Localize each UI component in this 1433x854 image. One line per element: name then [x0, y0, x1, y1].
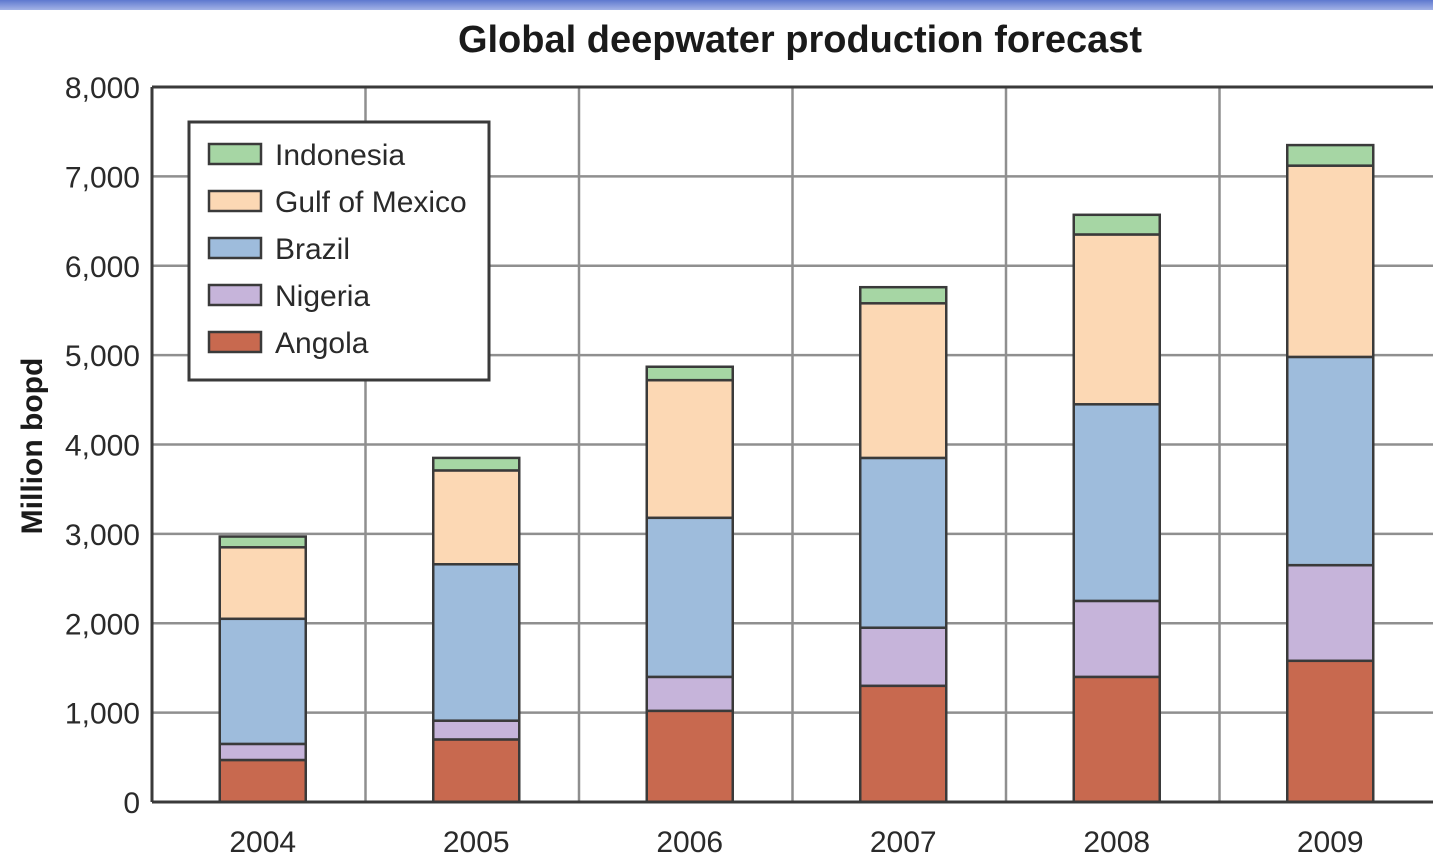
- bar-segment-angola: [1286, 659, 1375, 804]
- bar-segment-gulf-of-mexico: [1072, 233, 1161, 406]
- y-tick-label: 5,000: [65, 340, 140, 373]
- bar-segment-nigeria: [1286, 563, 1375, 663]
- bar-segment-nigeria: [218, 742, 307, 762]
- bar-segment-gulf-of-mexico: [432, 469, 521, 566]
- x-tick-label: 2008: [1083, 826, 1150, 854]
- y-axis-label: Million bopd: [16, 358, 49, 535]
- bar-segment-indonesia: [432, 456, 521, 472]
- bar-segment-angola: [645, 709, 734, 804]
- bar-segment-angola: [859, 684, 948, 804]
- legend-swatch-indonesia: [207, 142, 263, 166]
- legend-swatch-nigeria: [207, 283, 263, 307]
- y-tick-labels: 0 1,000 2,000 3,000 4,000 5,000 6,000 7,000 8,00…: [65, 72, 140, 820]
- legend-swatch-angola: [207, 330, 263, 354]
- x-tick-label: 2005: [443, 826, 510, 854]
- y-tick-label: 0: [123, 787, 140, 820]
- legend-label: Indonesia: [275, 139, 405, 172]
- bar-segment-angola: [432, 738, 521, 804]
- legend-label: Nigeria: [275, 280, 370, 313]
- y-tick-label: 7,000: [65, 161, 140, 194]
- y-tick-label: 4,000: [65, 430, 140, 463]
- y-tick-label: 3,000: [65, 519, 140, 552]
- bar-segment-brazil: [645, 516, 734, 679]
- bar-segment-gulf-of-mexico: [1286, 164, 1375, 359]
- legend-label: Angola: [275, 327, 369, 360]
- legend-label: Gulf of Mexico: [275, 186, 467, 219]
- bar-segment-brazil: [1286, 355, 1375, 567]
- bars: [218, 143, 1375, 804]
- slide-background-top: [0, 0, 1433, 10]
- bar-segment-gulf-of-mexico: [859, 302, 948, 460]
- legend: Indonesia Gulf of Mexico Brazil Nigeria Ango…: [187, 120, 491, 382]
- bar-segment-angola: [1072, 675, 1161, 804]
- bar-segment-brazil: [1072, 403, 1161, 603]
- bar-segment-nigeria: [859, 626, 948, 688]
- bar-segment-brazil: [432, 563, 521, 722]
- bar-segment-nigeria: [1072, 599, 1161, 679]
- chart-title: Global deepwater production forecast: [458, 19, 1142, 61]
- bar-segment-indonesia: [645, 365, 734, 382]
- x-tick-label: 2004: [229, 826, 296, 854]
- bar-segment-gulf-of-mexico: [218, 546, 307, 621]
- bar-segment-gulf-of-mexico: [645, 378, 734, 520]
- bar-segment-brazil: [859, 456, 948, 629]
- y-tick-label: 6,000: [65, 251, 140, 284]
- bar-segment-brazil: [218, 617, 307, 746]
- bar-segment-angola: [218, 758, 307, 804]
- x-tick-label: 2009: [1297, 826, 1364, 854]
- x-tick-label: 2007: [870, 826, 937, 854]
- bar-segment-nigeria: [645, 675, 734, 713]
- axes: [150, 85, 1433, 804]
- bar-segment-indonesia: [1286, 143, 1375, 167]
- legend-swatch-gulf-of-mexico: [207, 189, 263, 213]
- bar-segment-indonesia: [859, 285, 948, 305]
- legend-label: Brazil: [275, 233, 350, 266]
- y-tick-label: 2,000: [65, 608, 140, 641]
- bar-segment-indonesia: [1072, 213, 1161, 236]
- y-tick-label: 1,000: [65, 698, 140, 731]
- x-tick-labels: 2004 2005 2006 2007 2008 2009: [229, 826, 1363, 854]
- y-tick-label: 8,000: [65, 72, 140, 105]
- legend-swatch-brazil: [207, 236, 263, 260]
- x-tick-label: 2006: [656, 826, 723, 854]
- bar-segment-indonesia: [218, 535, 307, 549]
- bar-segment-nigeria: [432, 719, 521, 741]
